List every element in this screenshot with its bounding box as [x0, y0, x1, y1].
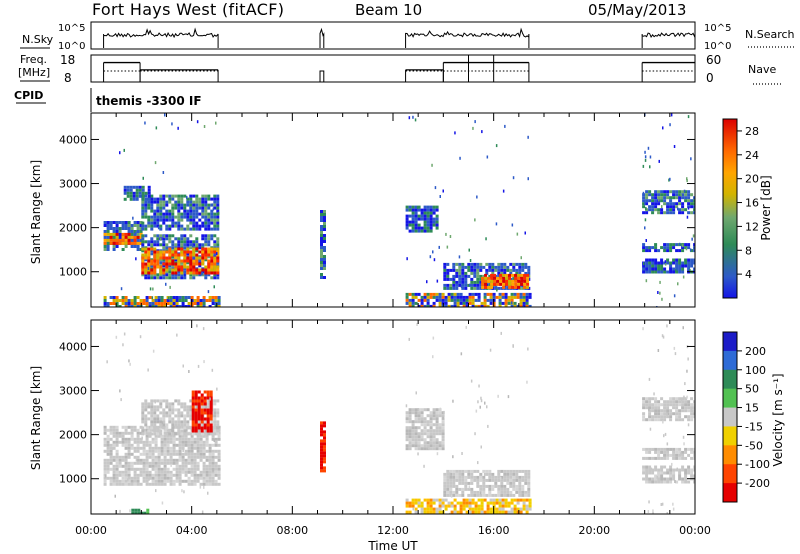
freq-spike [319, 70, 325, 83]
power-cb-label-4: 20 [745, 173, 759, 186]
power-cb-label-3: 16 [745, 197, 759, 210]
power-heatmap-panel: 1000 2000 3000 4000 Slant Range [km] [29, 112, 696, 308]
freq-traces [103, 55, 696, 83]
noise-trace-1 [319, 27, 325, 48]
noise-panel: N.Sky 10^5 10^0 10^5 10^0 N.Search [20, 21, 796, 52]
x-tick-label-5: 20:00 [578, 524, 610, 537]
freq-label: Freq. [20, 53, 47, 66]
y-tick-label-0-2: 3000 [59, 178, 87, 191]
noise-left-tick-top: 10^5 [58, 23, 85, 34]
freq-tick-bottom: 8 [64, 71, 72, 85]
noise-right-tick-top: 10^5 [704, 23, 731, 34]
x-tick-label-0: 00:00 [75, 524, 107, 537]
velocity-x-axis: 00:00 04:00 08:00 12:00 16:00 20:00 00:00 [75, 320, 711, 537]
nave-tick-bottom: 0 [706, 71, 714, 85]
noise-trace-2 [405, 27, 530, 48]
velocity-y-axis: 1000 2000 3000 4000 [59, 340, 695, 486]
velocity-cb-block-7 [723, 464, 737, 484]
velocity-cb-label-7: -200 [745, 477, 770, 490]
power-y-axis-label: Slant Range [km] [29, 160, 43, 264]
velocity-cb-block-6 [723, 445, 737, 465]
y-tick-label-1-3: 4000 [59, 340, 87, 353]
noise-trace-0 [103, 27, 219, 48]
velocity-data-layer [103, 323, 695, 514]
cpid-panel: CPID themis -3300 IF [14, 88, 202, 112]
power-x-ticks [90, 113, 696, 307]
velocity-cb-label-3: 15 [745, 402, 759, 415]
power-cb-label-2: 12 [745, 220, 759, 233]
velocity-cb-label-0: 200 [745, 345, 766, 358]
n-sky-label: N.Sky [22, 33, 54, 46]
velocity-cb-block-4 [723, 407, 737, 427]
power-cb-label-6: 28 [745, 125, 759, 138]
nave-label: Nave [748, 63, 776, 76]
velocity-cb-block-3 [723, 388, 737, 409]
velocity-y-axis-label: Slant Range [km] [29, 366, 43, 470]
y-tick-label-1-0: 1000 [59, 473, 87, 486]
velocity-cb-block-8 [723, 483, 737, 503]
power-colorbar-label: Power [dB] [759, 175, 773, 240]
velocity-cb-block-2 [723, 369, 737, 390]
noise-traces [103, 27, 696, 48]
y-tick-label-0-1: 2000 [59, 222, 87, 235]
freq-panel: Freq. [MHz] 18 8 60 0 Nave [18, 53, 782, 85]
cpid-label: CPID [14, 89, 43, 102]
y-tick-label-1-2: 3000 [59, 385, 87, 398]
freq-tick-top: 18 [60, 53, 75, 67]
page-title: Fort Hays West (fitACF) [92, 0, 285, 19]
velocity-cb-label-1: 100 [745, 364, 766, 377]
nave-tick-top: 60 [706, 53, 721, 67]
noise-left-tick-bottom: 10^0 [58, 41, 85, 52]
power-y-axis: 1000 2000 3000 4000 [59, 133, 695, 279]
beam-label: Beam 10 [355, 1, 423, 19]
noise-right-tick-bottom: 10^0 [704, 41, 731, 52]
velocity-cb-label-6: -100 [745, 458, 770, 471]
velocity-colorbar-ticks: 200 100 50 15 -15 -50 -100 -200 [737, 345, 770, 490]
velocity-cb-label-4: -15 [745, 420, 763, 433]
x-axis-label: Time UT [367, 539, 418, 553]
noise-trace-3 [641, 32, 696, 48]
x-tick-label-6: 00:00 [679, 524, 711, 537]
x-tick-label-3: 12:00 [377, 524, 409, 537]
velocity-colorbar-blocks [723, 332, 737, 503]
velocity-cb-block-1 [723, 350, 737, 371]
cpid-value: themis -3300 IF [96, 94, 202, 108]
power-cb-label-5: 24 [745, 149, 759, 162]
y-tick-label-0-0: 1000 [59, 266, 87, 279]
power-cb-label-0: 4 [745, 268, 752, 281]
x-tick-label-1: 04:00 [176, 524, 208, 537]
date-label: 05/May/2013 [588, 1, 687, 19]
freq-unit-label: [MHz] [18, 66, 50, 79]
power-colorbar-ticks: 4 8 12 16 20 24 28 [737, 125, 759, 281]
power-data-layer [103, 113, 695, 307]
velocity-cb-label-2: 50 [745, 383, 759, 396]
power-colorbar: 4 8 12 16 20 24 28 Power [dB] [722, 118, 773, 299]
x-tick-label-2: 08:00 [276, 524, 308, 537]
velocity-colorbar: 200 100 50 15 -15 -50 -100 -200 Velocity [m s⁻¹… [722, 331, 785, 503]
velocity-cb-block-5 [723, 426, 737, 446]
y-tick-label-0-3: 4000 [59, 133, 87, 146]
x-tick-label-4: 16:00 [478, 524, 510, 537]
n-search-label: N.Search [745, 28, 795, 41]
power-cb-label-1: 8 [745, 244, 752, 257]
velocity-cb-label-5: -50 [745, 439, 763, 452]
y-tick-label-1-1: 2000 [59, 429, 87, 442]
velocity-cb-block-0 [723, 332, 737, 352]
velocity-colorbar-label: Velocity [m s⁻¹] [771, 373, 785, 466]
